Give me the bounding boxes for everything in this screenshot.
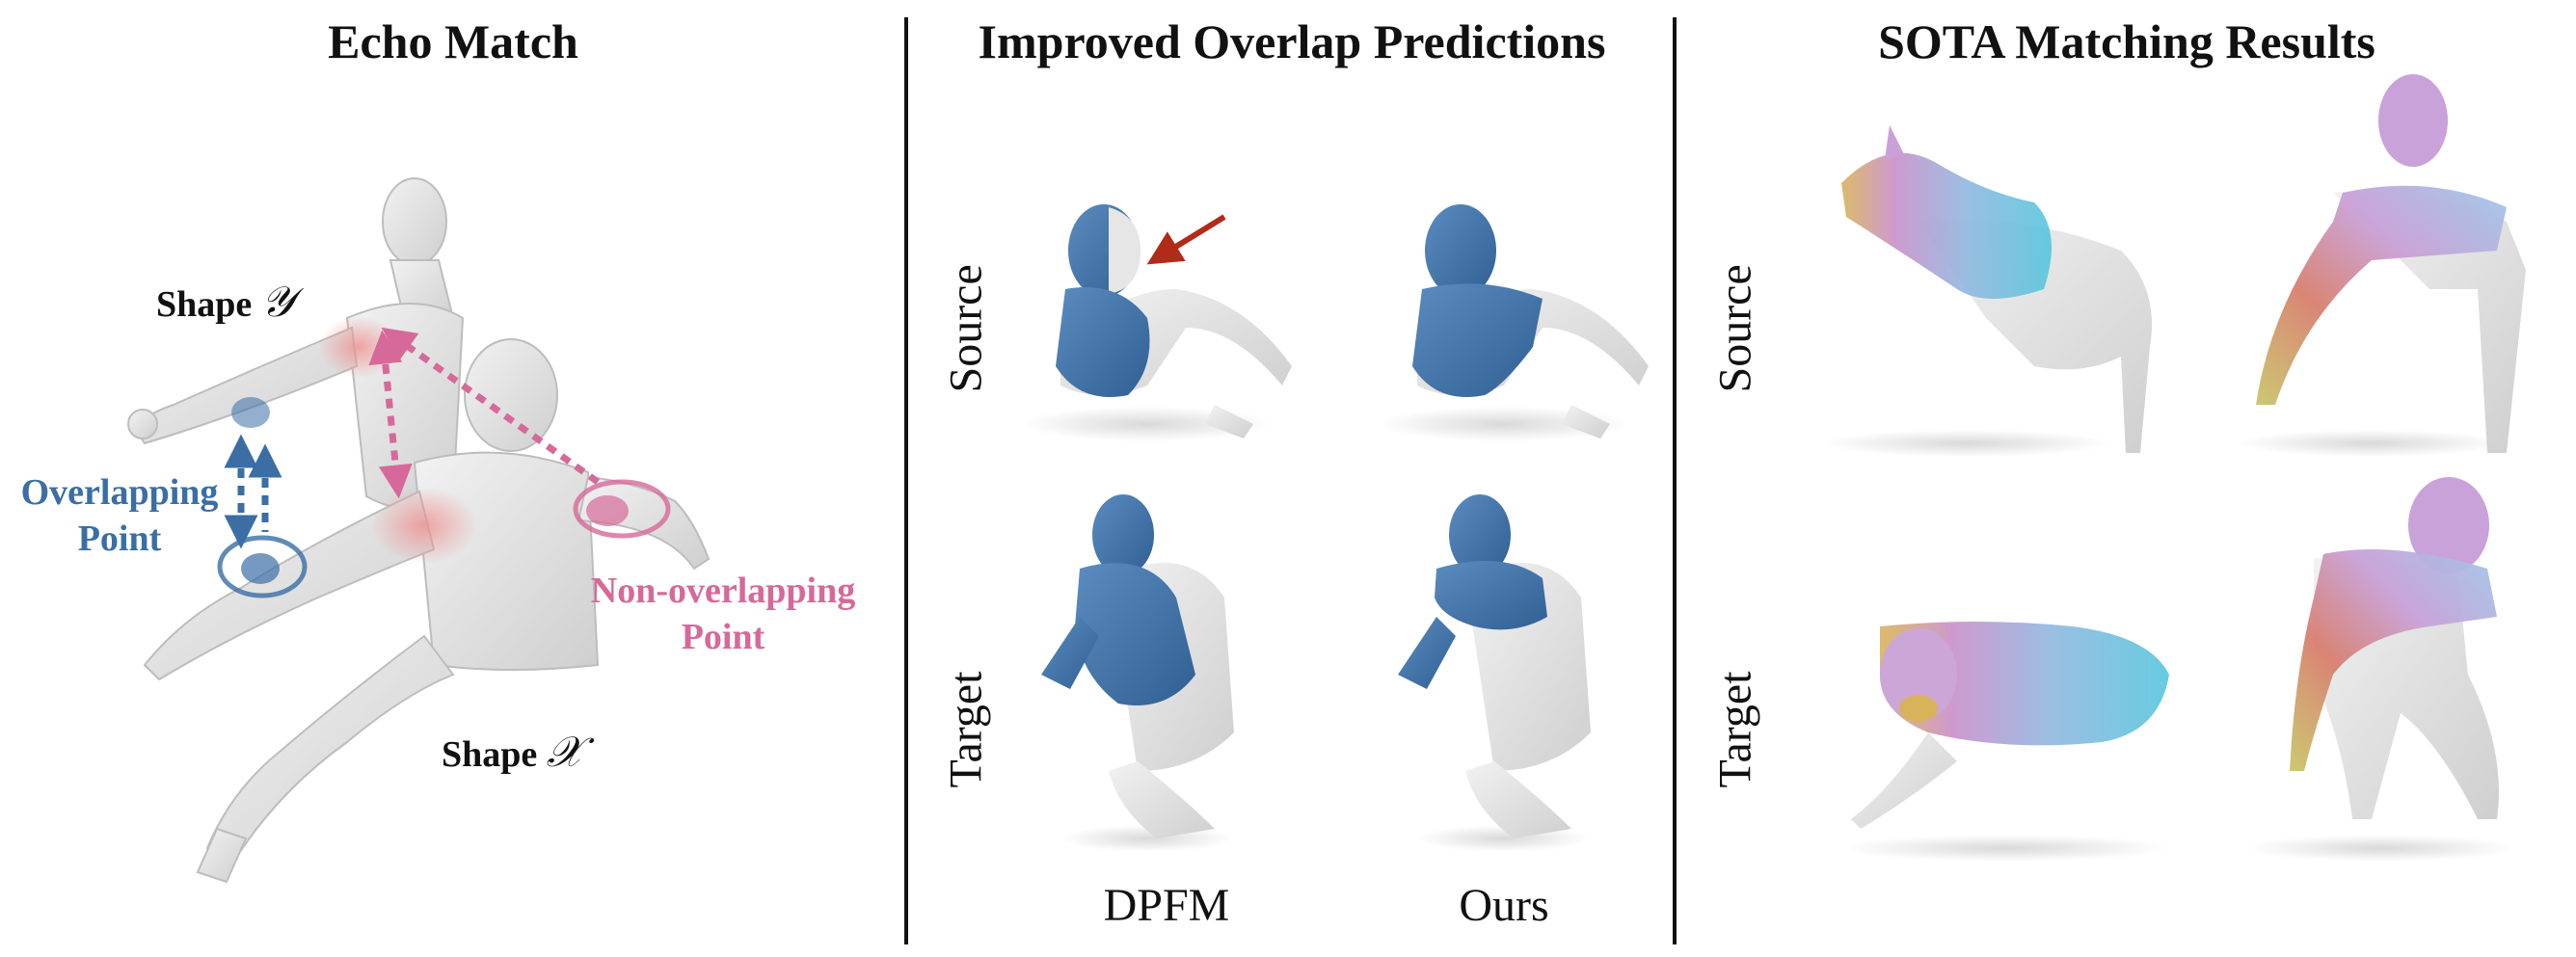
- shape-y-mesh: [127, 177, 465, 511]
- overlap-row-source-label: Source: [940, 264, 992, 393]
- overlapping-point-line1: Overlapping: [20, 472, 219, 513]
- overlapping-point-line2: Point: [77, 518, 162, 559]
- sota-cat-target-mesh: [1851, 622, 2169, 829]
- ours-source-mesh: [1412, 204, 1649, 439]
- overlapping-point-label: Overlapping Point: [4, 470, 235, 562]
- overlap-highlight-circle: [217, 535, 308, 598]
- shape-x-mesh: [143, 338, 711, 884]
- ours-target-mesh: [1398, 494, 1591, 838]
- dpfm-target-mesh: [1041, 494, 1234, 838]
- red-region-arrow: [368, 330, 413, 499]
- nonoverlapping-point-line1: Non-overlapping: [590, 571, 856, 611]
- echo-match-figure: [127, 177, 711, 884]
- nonoverlap-echo-arrow: [381, 327, 601, 485]
- nonoverlapping-point-line2: Point: [681, 616, 765, 657]
- nonoverlap-highlight-circle: [573, 479, 671, 539]
- dpfm-source-mesh: [1056, 204, 1292, 439]
- shape-y-label-text: Shape: [156, 284, 253, 325]
- sota-cat-source-mesh: [1841, 125, 2152, 453]
- divider-left: [904, 17, 908, 944]
- echo-match-title: Echo Match: [328, 14, 578, 68]
- sota-title: SOTA Matching Results: [1878, 14, 2375, 68]
- overlap-row-target-label: Target: [940, 671, 992, 788]
- shape-x-label-text: Shape: [442, 734, 538, 775]
- sota-human-target-mesh: [2290, 477, 2499, 819]
- shape-y-symbol: 𝒴: [260, 278, 295, 327]
- nonoverlapping-point-label: Non-overlapping Point: [569, 569, 877, 660]
- sota-human-source-mesh: [2256, 74, 2526, 453]
- error-indicator-arrow: [1146, 214, 1226, 265]
- overlap-title: Improved Overlap Predictions: [978, 14, 1606, 68]
- shape-x-label: Shape 𝒳: [442, 728, 583, 777]
- overlap-col-dpfm-label: DPFM: [1103, 880, 1230, 931]
- sota-row-target-label: Target: [1709, 671, 1761, 788]
- shape-y-label: Shape 𝒴: [156, 278, 294, 327]
- shape-x-symbol: 𝒳: [546, 728, 583, 777]
- overlap-col-ours-label: Ours: [1459, 880, 1549, 931]
- sota-row-source-label: Source: [1709, 264, 1761, 393]
- divider-right: [1673, 17, 1677, 944]
